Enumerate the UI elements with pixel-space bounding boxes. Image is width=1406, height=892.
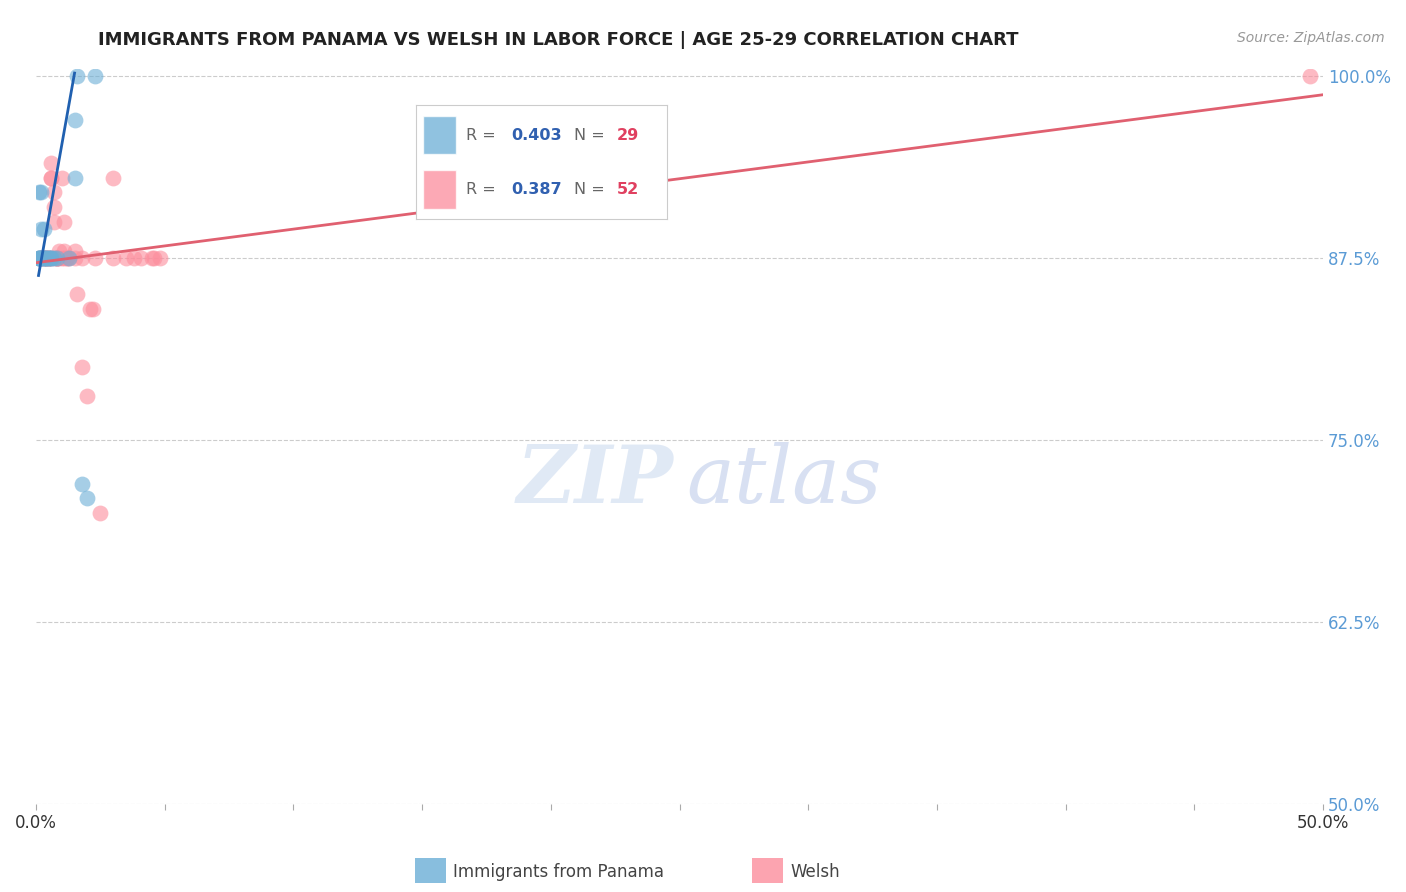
Point [63, 170, 86, 185]
Point [63, 244, 86, 258]
Point [76, 491, 98, 506]
Text: ZIP: ZIP [516, 442, 673, 519]
Point [42, 200, 65, 214]
Point [38, 251, 60, 265]
Point [35, 251, 58, 265]
Text: Immigrants from Panama: Immigrants from Panama [453, 863, 664, 881]
Point [115, 251, 138, 265]
Point [30, 251, 52, 265]
Point [30, 186, 52, 200]
Point [58, 251, 80, 265]
Point [41, 251, 63, 265]
Point [32, 222, 55, 236]
Point [1299, 69, 1322, 83]
Point [30, 251, 52, 265]
Point [84, 251, 107, 265]
Point [141, 251, 163, 265]
Point [27, 186, 49, 200]
Point [58, 251, 80, 265]
Point [51, 251, 73, 265]
Point [122, 251, 145, 265]
Point [42, 251, 65, 265]
Point [30, 251, 52, 265]
Point [38, 251, 60, 265]
Point [53, 214, 76, 228]
Point [63, 251, 86, 265]
Point [41, 170, 63, 185]
Point [45, 251, 67, 265]
Point [38, 251, 60, 265]
Point [101, 251, 124, 265]
Point [48, 251, 70, 265]
Point [30, 251, 52, 265]
Point [42, 251, 65, 265]
Point [72, 251, 94, 265]
Point [41, 251, 63, 265]
Point [66, 69, 89, 83]
Point [84, 69, 107, 83]
Point [42, 214, 65, 228]
Point [41, 170, 63, 185]
Point [41, 251, 63, 265]
Point [45, 251, 67, 265]
Point [53, 251, 76, 265]
Point [63, 112, 86, 127]
Text: Source: ZipAtlas.com: Source: ZipAtlas.com [1237, 31, 1385, 45]
Point [27, 251, 49, 265]
Point [45, 251, 67, 265]
Point [38, 251, 60, 265]
Point [32, 251, 55, 265]
Point [32, 251, 55, 265]
Point [27, 251, 49, 265]
Text: IMMIGRANTS FROM PANAMA VS WELSH IN LABOR FORCE | AGE 25-29 CORRELATION CHART: IMMIGRANTS FROM PANAMA VS WELSH IN LABOR… [98, 31, 1019, 49]
Point [79, 301, 101, 316]
Point [82, 301, 104, 316]
Point [35, 251, 58, 265]
Point [89, 506, 111, 520]
Point [30, 251, 52, 265]
Point [32, 251, 55, 265]
Point [32, 251, 55, 265]
Point [72, 476, 94, 491]
Point [56, 251, 79, 265]
Point [101, 170, 124, 185]
Point [42, 186, 65, 200]
Point [131, 251, 153, 265]
Point [27, 251, 49, 265]
Point [38, 251, 60, 265]
Point [51, 170, 73, 185]
Point [56, 251, 79, 265]
Point [48, 244, 70, 258]
Point [45, 251, 67, 265]
Text: atlas: atlas [686, 442, 882, 519]
Text: Welsh: Welsh [790, 863, 839, 881]
Point [72, 360, 94, 375]
Point [45, 251, 67, 265]
Point [148, 251, 170, 265]
Point [66, 287, 89, 301]
Point [143, 251, 166, 265]
Point [27, 251, 49, 265]
Point [35, 251, 58, 265]
Point [35, 251, 58, 265]
Point [53, 244, 76, 258]
Point [76, 389, 98, 403]
Point [27, 251, 49, 265]
Point [35, 251, 58, 265]
Point [30, 222, 52, 236]
Point [41, 156, 63, 170]
Point [35, 251, 58, 265]
